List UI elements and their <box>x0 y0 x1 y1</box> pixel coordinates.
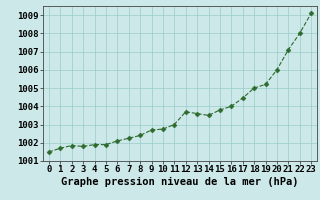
X-axis label: Graphe pression niveau de la mer (hPa): Graphe pression niveau de la mer (hPa) <box>61 177 299 187</box>
